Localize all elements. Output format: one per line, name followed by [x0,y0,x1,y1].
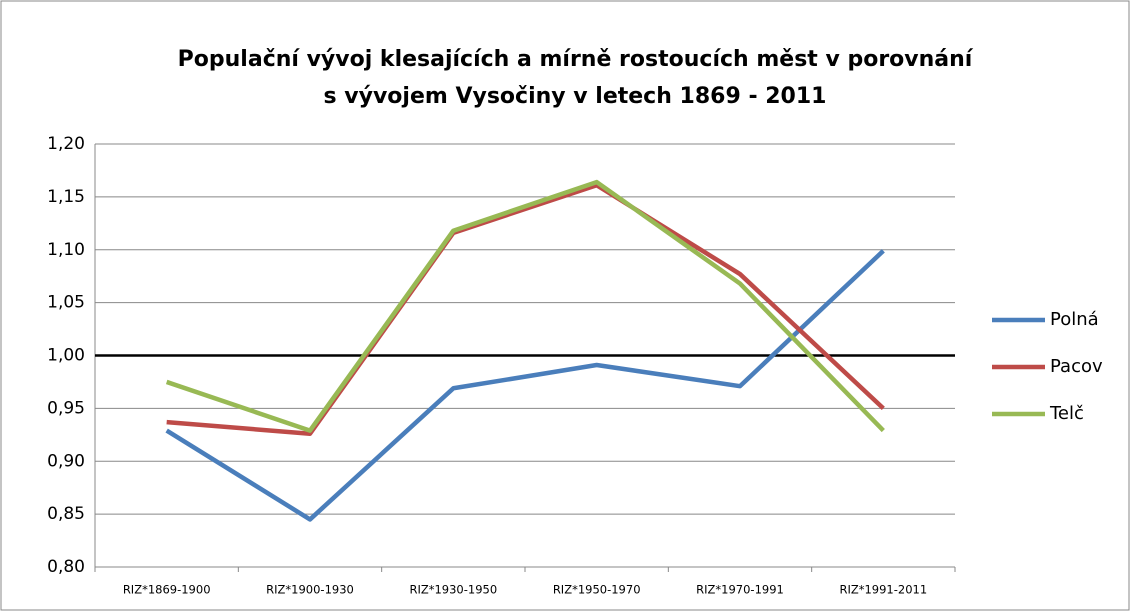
chart-title: s vývojem Vysočiny v letech 1869 - 2011 [324,84,827,109]
series-line [165,179,885,433]
series-line [165,249,885,522]
y-tick-label: 0,90 [47,451,85,471]
y-tick-label: 1,20 [47,134,85,154]
y-tick-label: 1,10 [47,240,85,260]
legend-label: Telč [1049,403,1084,424]
x-tick-label: RIZ*1930-1950 [409,583,497,597]
legend-label: Pacov [1050,356,1103,377]
y-tick-label: 0,85 [47,504,85,524]
legend-label: Polná [1050,309,1099,330]
chart-title: Populační vývoj klesajících a mírně rost… [178,47,974,72]
y-tick-label: 1,05 [47,293,85,313]
x-tick-label: RIZ*1900-1930 [266,583,354,597]
x-tick-label: RIZ*1991-2011 [839,583,927,597]
series-line [166,182,885,437]
x-tick-label: RIZ*1950-1970 [553,583,641,597]
y-tick-label: 1,15 [47,187,85,207]
x-tick-label: RIZ*1970-1991 [696,583,784,597]
y-tick-label: 0,80 [47,557,85,577]
y-tick-label: 1,00 [47,346,85,366]
x-tick-label: RIZ*1869-1900 [123,583,211,597]
y-tick-label: 0,95 [47,398,85,418]
